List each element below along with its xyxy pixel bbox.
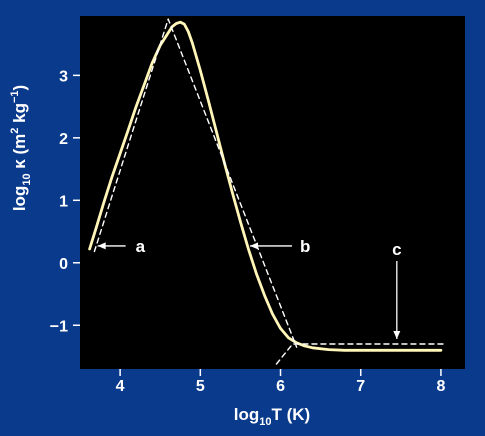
series-2-dashed bbox=[275, 343, 446, 365]
annotations: a b c bbox=[97, 237, 402, 340]
annotation-label-c: c bbox=[392, 240, 401, 259]
x-tick-label-4: 8 bbox=[436, 378, 445, 395]
y-axis-label-sub: 10 bbox=[21, 173, 33, 185]
x-axis-label-sub: 10 bbox=[259, 416, 271, 428]
plot-area bbox=[80, 16, 465, 369]
annotation-arrowhead-c bbox=[393, 331, 401, 340]
y-axis-label: log10 κ (m2 kg−1) bbox=[9, 85, 33, 211]
series-layer bbox=[88, 18, 446, 365]
x-axis-label-main: log bbox=[234, 405, 260, 424]
y-axis-label-kg: kg bbox=[10, 103, 29, 128]
series-0-solid bbox=[88, 20, 443, 352]
annotation-arrowhead-a bbox=[97, 242, 106, 250]
y-axis-label-main: log bbox=[10, 186, 29, 212]
axis-ticks: 4 5 6 7 8 3 2 1 0 −1 bbox=[50, 68, 446, 395]
x-tick-label-3: 7 bbox=[356, 378, 365, 395]
y-tick-label-4: −1 bbox=[50, 318, 68, 335]
x-tick-label-1: 5 bbox=[196, 378, 205, 395]
y-axis-label-kappa: κ (m bbox=[10, 134, 29, 174]
annotation-label-b: b bbox=[300, 237, 310, 256]
x-tick-label-0: 4 bbox=[116, 378, 125, 395]
y-tick-label-1: 2 bbox=[59, 131, 68, 148]
y-axis-label-sup2: −1 bbox=[9, 90, 21, 103]
series-1-dashed bbox=[93, 18, 298, 348]
x-axis-label: log10T (K) bbox=[234, 405, 310, 428]
y-tick-label-3: 0 bbox=[59, 256, 68, 273]
y-axis-label-close: ) bbox=[10, 85, 29, 91]
x-axis-label-rest: T (K) bbox=[272, 405, 311, 424]
y-tick-label-0: 3 bbox=[59, 68, 68, 85]
annotation-label-a: a bbox=[136, 237, 146, 256]
annotation-arrowhead-b bbox=[250, 242, 259, 250]
y-axis-label-sup1: 2 bbox=[9, 128, 21, 134]
x-tick-label-2: 6 bbox=[276, 378, 285, 395]
y-tick-label-2: 1 bbox=[59, 193, 68, 210]
